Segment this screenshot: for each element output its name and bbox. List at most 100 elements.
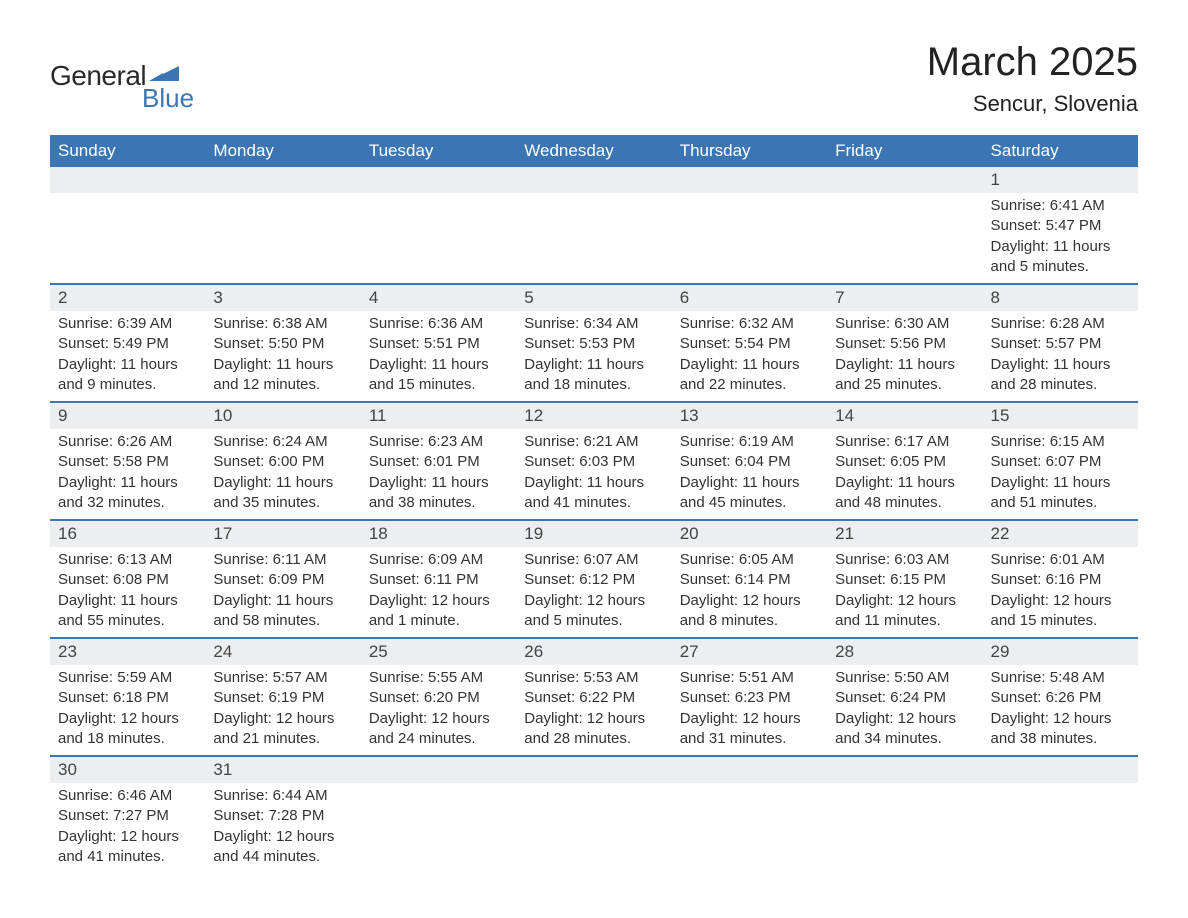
calendar-cell [827, 167, 982, 284]
calendar-cell: 17Sunrise: 6:11 AMSunset: 6:09 PMDayligh… [205, 520, 360, 638]
sunset-line: Sunset: 6:15 PM [835, 571, 946, 588]
sunset-line: Sunset: 5:54 PM [680, 335, 791, 352]
day-body: Sunrise: 6:39 AMSunset: 5:49 PMDaylight:… [50, 311, 205, 401]
calendar-cell: 6Sunrise: 6:32 AMSunset: 5:54 PMDaylight… [672, 284, 827, 402]
sunrise-line: Sunrise: 6:30 AM [835, 315, 949, 332]
day-number: 8 [983, 285, 1138, 311]
sunset-line: Sunset: 7:27 PM [58, 807, 169, 824]
sunset-line: Sunset: 5:50 PM [213, 335, 324, 352]
sunrise-line: Sunrise: 6:46 AM [58, 787, 172, 804]
day-body: Sunrise: 6:07 AMSunset: 6:12 PMDaylight:… [516, 547, 671, 637]
daylight-line: Daylight: 12 hours and 1 minute. [369, 592, 490, 629]
day-number [827, 757, 982, 783]
day-number: 15 [983, 403, 1138, 429]
daylight-line: Daylight: 11 hours and 51 minutes. [991, 474, 1111, 511]
calendar-cell: 31Sunrise: 6:44 AMSunset: 7:28 PMDayligh… [205, 756, 360, 873]
day-number: 21 [827, 521, 982, 547]
daylight-line: Daylight: 12 hours and 11 minutes. [835, 592, 956, 629]
calendar-cell: 4Sunrise: 6:36 AMSunset: 5:51 PMDaylight… [361, 284, 516, 402]
sunset-line: Sunset: 5:47 PM [991, 217, 1102, 234]
day-body: Sunrise: 5:55 AMSunset: 6:20 PMDaylight:… [361, 665, 516, 755]
sunrise-line: Sunrise: 6:36 AM [369, 315, 483, 332]
calendar-cell [827, 756, 982, 873]
calendar-cell: 22Sunrise: 6:01 AMSunset: 6:16 PMDayligh… [983, 520, 1138, 638]
sunset-line: Sunset: 6:20 PM [369, 689, 480, 706]
daylight-line: Daylight: 12 hours and 8 minutes. [680, 592, 801, 629]
logo-text-general: General [50, 60, 146, 92]
daylight-line: Daylight: 11 hours and 5 minutes. [991, 238, 1111, 275]
daylight-line: Daylight: 12 hours and 18 minutes. [58, 710, 179, 747]
day-number: 30 [50, 757, 205, 783]
daylight-line: Daylight: 11 hours and 38 minutes. [369, 474, 489, 511]
calendar-cell: 13Sunrise: 6:19 AMSunset: 6:04 PMDayligh… [672, 402, 827, 520]
calendar-cell: 16Sunrise: 6:13 AMSunset: 6:08 PMDayligh… [50, 520, 205, 638]
day-body: Sunrise: 6:30 AMSunset: 5:56 PMDaylight:… [827, 311, 982, 401]
calendar-cell [983, 756, 1138, 873]
day-body: Sunrise: 5:51 AMSunset: 6:23 PMDaylight:… [672, 665, 827, 755]
sunset-line: Sunset: 6:05 PM [835, 453, 946, 470]
sunset-line: Sunset: 5:53 PM [524, 335, 635, 352]
calendar-cell: 19Sunrise: 6:07 AMSunset: 6:12 PMDayligh… [516, 520, 671, 638]
day-body: Sunrise: 6:01 AMSunset: 6:16 PMDaylight:… [983, 547, 1138, 637]
daylight-line: Daylight: 11 hours and 25 minutes. [835, 356, 955, 393]
calendar-row: 30Sunrise: 6:46 AMSunset: 7:27 PMDayligh… [50, 756, 1138, 873]
sunrise-line: Sunrise: 6:21 AM [524, 433, 638, 450]
day-number: 16 [50, 521, 205, 547]
sunrise-line: Sunrise: 6:28 AM [991, 315, 1105, 332]
calendar-cell: 20Sunrise: 6:05 AMSunset: 6:14 PMDayligh… [672, 520, 827, 638]
sunrise-line: Sunrise: 5:55 AM [369, 669, 483, 686]
sunset-line: Sunset: 5:57 PM [991, 335, 1102, 352]
sunset-line: Sunset: 6:04 PM [680, 453, 791, 470]
day-number: 25 [361, 639, 516, 665]
sunrise-line: Sunrise: 5:51 AM [680, 669, 794, 686]
calendar-cell [516, 167, 671, 284]
calendar-cell: 21Sunrise: 6:03 AMSunset: 6:15 PMDayligh… [827, 520, 982, 638]
sunset-line: Sunset: 5:58 PM [58, 453, 169, 470]
day-body: Sunrise: 6:24 AMSunset: 6:00 PMDaylight:… [205, 429, 360, 519]
day-body: Sunrise: 6:11 AMSunset: 6:09 PMDaylight:… [205, 547, 360, 637]
calendar-cell: 2Sunrise: 6:39 AMSunset: 5:49 PMDaylight… [50, 284, 205, 402]
sunrise-line: Sunrise: 6:39 AM [58, 315, 172, 332]
sunrise-line: Sunrise: 5:57 AM [213, 669, 327, 686]
day-body: Sunrise: 6:32 AMSunset: 5:54 PMDaylight:… [672, 311, 827, 401]
brand-logo: General Blue [50, 60, 194, 114]
calendar-cell [672, 756, 827, 873]
calendar-cell: 18Sunrise: 6:09 AMSunset: 6:11 PMDayligh… [361, 520, 516, 638]
daylight-line: Daylight: 11 hours and 58 minutes. [213, 592, 333, 629]
calendar-cell [361, 756, 516, 873]
page-title: March 2025 [927, 40, 1138, 85]
day-body [983, 783, 1138, 867]
calendar-cell: 25Sunrise: 5:55 AMSunset: 6:20 PMDayligh… [361, 638, 516, 756]
sunrise-line: Sunrise: 6:01 AM [991, 551, 1105, 568]
day-body: Sunrise: 6:21 AMSunset: 6:03 PMDaylight:… [516, 429, 671, 519]
day-number: 3 [205, 285, 360, 311]
day-body [361, 783, 516, 867]
calendar-body: 1Sunrise: 6:41 AMSunset: 5:47 PMDaylight… [50, 167, 1138, 873]
day-body [827, 193, 982, 277]
daylight-line: Daylight: 12 hours and 31 minutes. [680, 710, 801, 747]
calendar-table: SundayMondayTuesdayWednesdayThursdayFrid… [50, 135, 1138, 873]
day-body: Sunrise: 5:48 AMSunset: 6:26 PMDaylight:… [983, 665, 1138, 755]
calendar-cell: 11Sunrise: 6:23 AMSunset: 6:01 PMDayligh… [361, 402, 516, 520]
sunset-line: Sunset: 6:09 PM [213, 571, 324, 588]
day-number: 9 [50, 403, 205, 429]
day-number [205, 167, 360, 193]
sunrise-line: Sunrise: 6:05 AM [680, 551, 794, 568]
daylight-line: Daylight: 11 hours and 15 minutes. [369, 356, 489, 393]
day-body [361, 193, 516, 277]
sunrise-line: Sunrise: 6:34 AM [524, 315, 638, 332]
day-number: 24 [205, 639, 360, 665]
calendar-cell: 12Sunrise: 6:21 AMSunset: 6:03 PMDayligh… [516, 402, 671, 520]
calendar-cell: 27Sunrise: 5:51 AMSunset: 6:23 PMDayligh… [672, 638, 827, 756]
day-number [516, 757, 671, 783]
day-header: Tuesday [361, 135, 516, 167]
sunrise-line: Sunrise: 6:17 AM [835, 433, 949, 450]
day-body: Sunrise: 6:46 AMSunset: 7:27 PMDaylight:… [50, 783, 205, 873]
sunrise-line: Sunrise: 6:38 AM [213, 315, 327, 332]
calendar-cell [50, 167, 205, 284]
calendar-cell [516, 756, 671, 873]
day-header-row: SundayMondayTuesdayWednesdayThursdayFrid… [50, 135, 1138, 167]
sunrise-line: Sunrise: 6:19 AM [680, 433, 794, 450]
sunrise-line: Sunrise: 5:59 AM [58, 669, 172, 686]
day-number: 26 [516, 639, 671, 665]
